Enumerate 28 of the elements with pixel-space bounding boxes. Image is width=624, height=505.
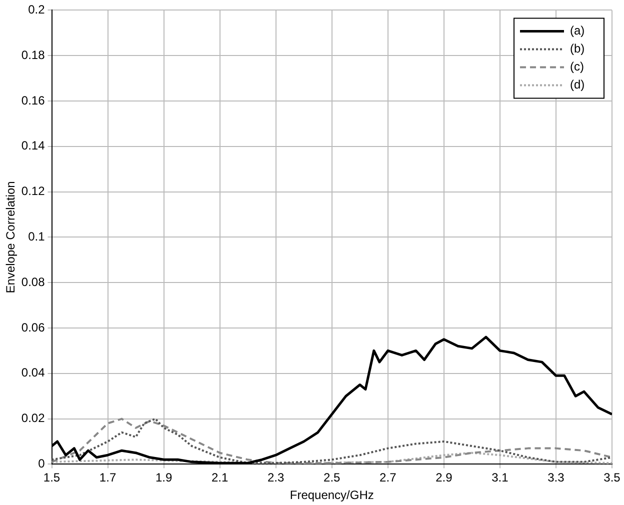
x-tick-label: 1.5 (43, 470, 60, 485)
x-tick-label: 3.3 (548, 470, 565, 485)
y-tick-label: 0.1 (28, 230, 46, 244)
x-tick-label: 2.9 (436, 470, 453, 485)
x-tick-label: 1.7 (99, 470, 116, 485)
x-tick-label: 2.3 (268, 470, 285, 485)
legend-label: (b) (570, 42, 585, 56)
x-tick-label: 3.5 (604, 470, 621, 485)
legend-label: (a) (570, 24, 585, 38)
legend-label: (d) (570, 78, 585, 92)
y-tick-label: 0.02 (21, 411, 46, 426)
y-axis-title: Envelope Correlation (4, 181, 18, 294)
y-tick-label: 0.16 (21, 93, 46, 108)
x-tick-label: 1.9 (155, 470, 172, 485)
legend-label: (c) (570, 60, 584, 74)
y-tick-label: 0.04 (21, 366, 46, 380)
y-tick-label: 0.06 (21, 320, 46, 334)
x-axis-title: Frequency/GHz (290, 488, 374, 502)
y-tick-label: 0.08 (21, 274, 46, 289)
x-tick-label: 2.5 (324, 470, 341, 485)
x-tick-label: 3.1 (492, 470, 509, 485)
y-tick-label: 0.2 (28, 2, 46, 17)
y-tick-label: 0.18 (21, 48, 46, 62)
y-tick-label: 0.14 (21, 138, 46, 153)
x-tick-label: 2.1 (211, 470, 228, 485)
y-tick-label: 0.12 (21, 184, 46, 198)
y-tick-label: 0 (38, 456, 46, 471)
x-tick-label: 2.7 (380, 470, 397, 485)
